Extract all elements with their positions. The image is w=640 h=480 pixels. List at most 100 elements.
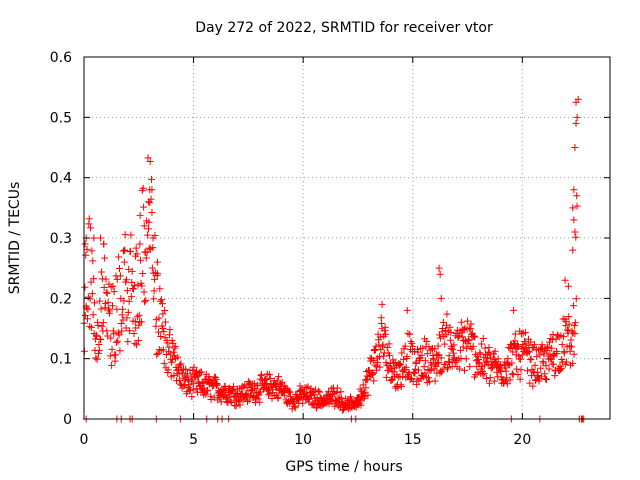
data-point <box>99 319 107 327</box>
data-point <box>558 341 566 349</box>
data-point <box>130 282 138 290</box>
data-point <box>128 267 136 275</box>
data-point <box>108 345 116 353</box>
data-point <box>376 363 384 371</box>
data-point <box>518 351 526 359</box>
data-point <box>570 186 578 194</box>
data-point <box>443 321 451 329</box>
data-point <box>531 361 539 369</box>
data-point <box>162 318 170 326</box>
x-tick-label: 5 <box>189 432 198 448</box>
data-point <box>480 369 488 377</box>
data-point <box>506 376 514 384</box>
data-point <box>81 240 89 248</box>
data-point <box>91 299 99 307</box>
data-point <box>106 352 114 360</box>
data-point <box>370 377 378 385</box>
data-point <box>459 343 467 351</box>
data-point <box>116 272 124 280</box>
data-point <box>470 332 478 340</box>
data-point <box>127 231 135 239</box>
data-point <box>421 369 429 377</box>
data-point <box>573 202 581 210</box>
data-point <box>503 380 511 388</box>
data-point <box>386 351 394 359</box>
data-point <box>419 344 427 352</box>
data-point <box>446 336 454 344</box>
data-point <box>169 356 177 364</box>
x-tick-label: 15 <box>404 432 422 448</box>
data-point <box>404 329 412 337</box>
data-point <box>98 322 106 330</box>
data-point <box>98 268 106 276</box>
data-point <box>229 383 237 391</box>
data-point <box>304 383 312 391</box>
data-point <box>107 334 115 342</box>
data-point <box>547 335 555 343</box>
data-point <box>87 324 95 332</box>
data-point <box>337 388 345 396</box>
data-point <box>263 379 271 387</box>
data-point <box>90 275 98 283</box>
data-point <box>565 313 573 321</box>
data-point <box>212 375 220 383</box>
data-point <box>524 367 532 375</box>
data-point <box>391 358 399 366</box>
data-point <box>569 204 577 212</box>
data-point <box>409 377 417 385</box>
data-point <box>569 246 577 254</box>
data-point <box>511 337 519 345</box>
data-point <box>566 347 574 355</box>
data-point <box>109 282 117 290</box>
data-point <box>469 342 477 350</box>
data-point <box>569 359 577 367</box>
data-point <box>277 383 285 391</box>
data-point <box>441 340 449 348</box>
data-point <box>275 373 283 381</box>
data-point <box>396 360 404 368</box>
data-point <box>375 353 383 361</box>
data-point <box>164 366 172 374</box>
data-point <box>94 349 102 357</box>
data-point <box>513 365 521 373</box>
data-point <box>368 355 376 363</box>
data-point <box>258 371 266 379</box>
data-point <box>158 300 166 308</box>
data-point <box>364 391 372 399</box>
data-point <box>396 361 404 369</box>
data-point <box>159 310 167 318</box>
data-point <box>445 352 453 360</box>
axis-ticks <box>83 56 610 420</box>
data-point <box>431 345 439 353</box>
data-point <box>450 341 458 349</box>
x-tick-label: 20 <box>513 432 531 448</box>
data-point <box>160 359 168 367</box>
data-point <box>84 315 92 323</box>
data-point <box>517 330 525 338</box>
data-point <box>94 321 102 329</box>
data-point <box>182 365 190 373</box>
data-point <box>432 363 440 371</box>
data-point <box>347 397 355 405</box>
data-point <box>139 184 147 192</box>
data-point <box>403 306 411 314</box>
data-point <box>333 384 341 392</box>
data-point <box>151 275 159 283</box>
data-point <box>153 351 161 359</box>
data-point <box>572 119 580 127</box>
data-point <box>376 333 384 341</box>
data-point <box>496 361 504 369</box>
data-point <box>409 342 417 350</box>
data-point <box>369 356 377 364</box>
data-point <box>525 348 533 356</box>
data-point <box>114 337 122 345</box>
data-point <box>436 334 444 342</box>
data-point <box>361 392 369 400</box>
data-point <box>102 275 110 283</box>
data-point <box>310 390 318 398</box>
data-point <box>479 371 487 379</box>
data-point <box>570 302 578 310</box>
data-point <box>465 337 473 345</box>
data-point <box>89 257 97 265</box>
